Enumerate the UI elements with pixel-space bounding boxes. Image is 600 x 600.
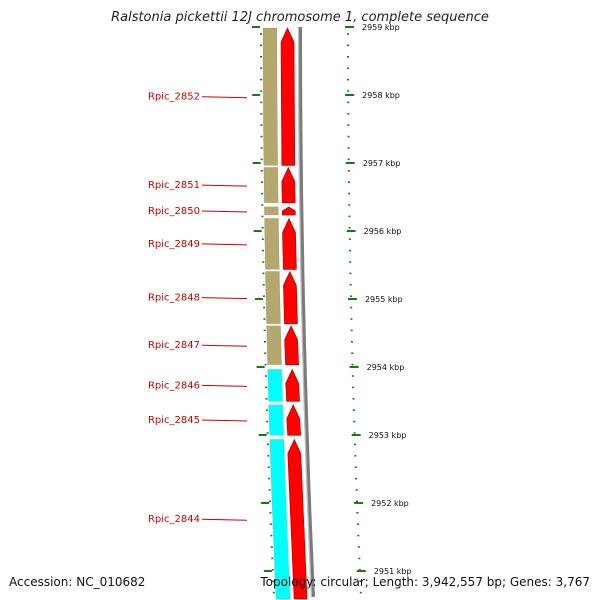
cog-band [264,206,279,216]
ruler-tick-label: 2959 kbp [362,23,400,32]
gene-leader-line [201,243,248,246]
cog-band [267,369,283,402]
cog-band [268,404,284,436]
cds-arrow [284,325,299,365]
ruler-tick-label: 2955 kbp [365,295,403,304]
cog-band [265,271,281,325]
cds-arrow [281,166,296,204]
cds-arrow [280,27,296,166]
gene-leader-line [201,518,248,521]
ruler-tick-label: 2951 kbp [374,567,412,576]
backbone-highlight [297,27,313,598]
gene-leader-line [201,96,248,99]
cds-arrow [287,438,308,600]
gene-label: Rpic_2846 [148,380,200,391]
cog-band [269,439,291,600]
gene-label: Rpic_2851 [148,180,200,191]
summary-text: Topology: circular; Length: 3,942,557 bp… [260,575,590,589]
gene-leader-line [201,210,248,213]
gene-leader-line [201,344,248,347]
map-title: Ralstonia pickettii 12J chromosome 1, co… [111,10,489,25]
gene-label: Rpic_2849 [148,239,200,250]
ruler-tick-label: 2956 kbp [364,227,402,236]
cds-arrow [282,217,297,270]
cds-arrow [281,206,296,216]
gene-leader-line [201,419,248,422]
cds-arrow [283,270,298,325]
gene-label: Rpic_2847 [148,340,200,351]
cog-band [266,325,282,365]
gene-label: Rpic_2848 [148,293,200,304]
cds-arrow [286,404,302,436]
ruler-tick-label: 2952 kbp [371,499,409,508]
gene-label: Rpic_2850 [148,206,200,217]
backbone-track [298,27,315,598]
gene-label: Rpic_2844 [148,514,200,525]
ruler-tick-label: 2954 kbp [367,363,405,372]
cog-band [264,218,280,270]
accession-text: Accession: NC_010682 [9,575,146,589]
ruler-tick-label: 2953 kbp [369,431,407,440]
cog-band [262,27,279,166]
gene-label: Rpic_2845 [148,415,200,426]
cog-band [263,167,279,204]
ruler-tick-label: 2958 kbp [362,91,400,100]
cds-arrow [285,368,300,402]
gene-leader-line [201,184,248,187]
gene-leader-line [201,297,248,300]
gene-leader-line [201,384,248,387]
ruler-tick-label: 2957 kbp [363,159,401,168]
gene-label: Rpic_2852 [148,92,200,103]
